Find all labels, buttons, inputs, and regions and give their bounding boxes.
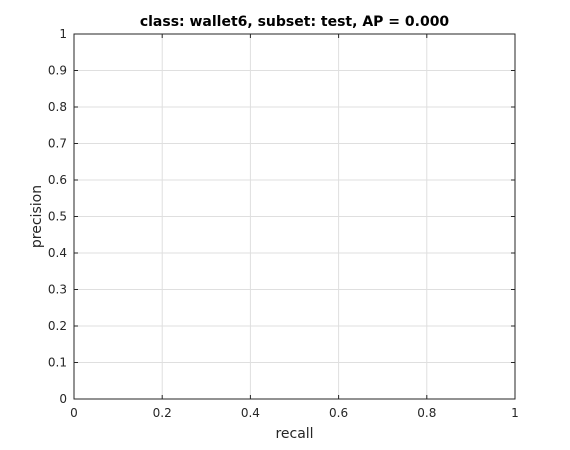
x-axis-label: recall [275, 426, 313, 442]
tick-marks [73, 33, 516, 400]
y-tick-label: 0.9 [48, 64, 67, 78]
y-tick-label: 0.2 [48, 319, 67, 333]
x-tick-label: 0 [70, 406, 78, 420]
x-tick-label: 0.2 [153, 406, 172, 420]
chart-title: class: wallet6, subset: test, AP = 0.000 [140, 14, 450, 30]
x-tick-label: 1 [511, 406, 519, 420]
y-tick-label: 0.8 [48, 100, 67, 114]
x-tick-label: 0.6 [329, 406, 348, 420]
y-tick-label: 0 [59, 392, 67, 406]
y-tick-labels: 0 0.1 0.2 0.3 0.4 0.5 0.6 0.7 0.8 0.9 1 [48, 27, 67, 406]
x-tick-labels: 0 0.2 0.4 0.6 0.8 1 [70, 406, 519, 420]
y-axis-label: precision [29, 185, 45, 248]
x-tick-label: 0.4 [241, 406, 260, 420]
y-tick-label: 0.6 [48, 173, 67, 187]
y-tick-label: 0.4 [48, 246, 67, 260]
x-tick-label: 0.8 [417, 406, 436, 420]
y-tick-label: 1 [59, 27, 67, 41]
grid-lines [74, 34, 515, 399]
y-tick-label: 0.3 [48, 283, 67, 297]
y-tick-label: 0.7 [48, 137, 67, 151]
y-tick-label: 0.1 [48, 356, 67, 370]
y-tick-label: 0.5 [48, 210, 67, 224]
